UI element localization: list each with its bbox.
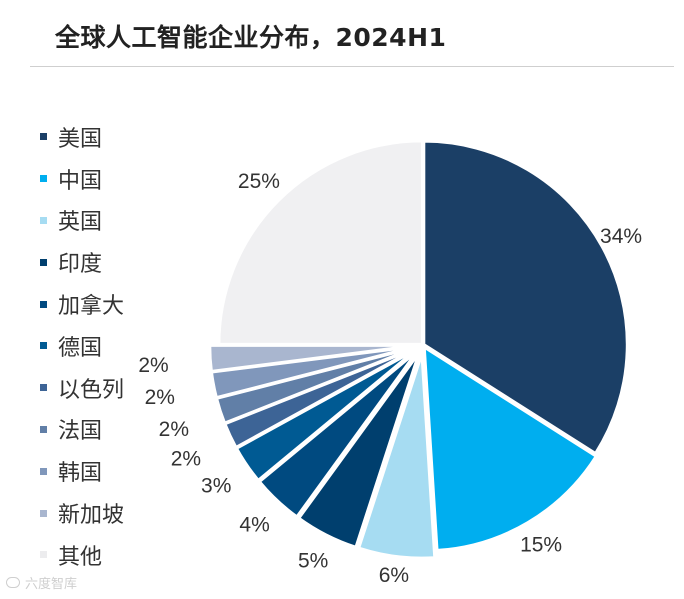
watermark: 六度智库 xyxy=(6,573,77,592)
legend-item: 中国 xyxy=(40,158,124,200)
legend-item: 美国 xyxy=(40,116,124,158)
legend-item: 加拿大 xyxy=(40,283,124,325)
legend-label: 英国 xyxy=(58,210,103,236)
legend-swatch xyxy=(40,133,47,141)
legend-swatch xyxy=(40,509,47,517)
chart-title: 全球人工智能企业分布，2024H1 xyxy=(55,23,447,52)
pie-slices xyxy=(208,139,629,560)
legend-label: 法国 xyxy=(58,419,103,445)
title-divider xyxy=(30,66,674,67)
watermark-logo-icon xyxy=(6,577,20,588)
legend-swatch xyxy=(40,467,47,475)
pie-slice xyxy=(357,353,436,560)
legend-item: 英国 xyxy=(40,200,124,242)
legend-label: 美国 xyxy=(58,126,103,152)
legend-item: 德国 xyxy=(40,325,124,367)
pie-data-labels: 34%15%6%5%4%3%2%2%2%2%25% xyxy=(138,170,642,587)
legend-label: 印度 xyxy=(58,252,103,278)
legend-swatch xyxy=(40,175,47,183)
legend-swatch xyxy=(40,300,47,308)
legend-label: 以色列 xyxy=(58,377,125,403)
legend-label: 新加坡 xyxy=(58,503,125,529)
pie-slice xyxy=(215,346,415,425)
pie-slice xyxy=(297,352,420,549)
slice-data-label: 34% xyxy=(600,225,642,248)
slice-data-label: 25% xyxy=(238,170,280,193)
legend-label: 韩国 xyxy=(58,461,103,487)
legend-swatch xyxy=(40,342,47,350)
slice-data-label: 2% xyxy=(145,386,175,409)
legend-swatch xyxy=(40,551,47,559)
legend-label: 其他 xyxy=(58,544,103,570)
watermark-text: 六度智库 xyxy=(25,577,78,592)
slice-data-label: 2% xyxy=(159,418,189,441)
pie-slice xyxy=(223,348,416,449)
legend-label: 中国 xyxy=(58,168,103,194)
legend-swatch xyxy=(40,425,47,433)
slice-data-label: 2% xyxy=(171,448,201,471)
legend-label: 德国 xyxy=(58,335,103,361)
slice-data-label: 15% xyxy=(520,534,562,557)
legend-swatch xyxy=(40,216,47,224)
slice-data-label: 2% xyxy=(138,354,168,377)
legend-swatch xyxy=(40,384,47,392)
pie-slice xyxy=(210,345,415,399)
slice-data-label: 5% xyxy=(298,550,328,573)
legend-swatch xyxy=(40,258,47,266)
legend-label: 加拿大 xyxy=(58,294,125,320)
legend-item: 新加坡 xyxy=(40,492,124,534)
legend-item: 法国 xyxy=(40,409,124,451)
slice-data-label: 3% xyxy=(201,475,231,498)
pie-slice xyxy=(423,346,598,552)
pie-slice xyxy=(258,351,418,518)
slice-data-label: 4% xyxy=(239,513,269,536)
legend-item: 其他 xyxy=(40,534,124,576)
legend-item: 以色列 xyxy=(40,367,124,409)
slice-data-label: 6% xyxy=(379,564,409,587)
legend-item: 印度 xyxy=(40,241,124,283)
legend-item: 韩国 xyxy=(40,450,124,492)
pie-slice xyxy=(208,344,415,373)
pie-slice xyxy=(217,139,424,346)
pie-slice xyxy=(422,140,629,455)
chart-legend: 美国中国英国印度加拿大德国以色列法国韩国新加坡其他 xyxy=(40,116,124,576)
pie-slice xyxy=(235,349,416,482)
